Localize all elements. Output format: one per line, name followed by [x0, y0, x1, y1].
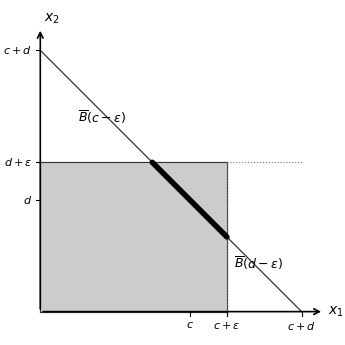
Polygon shape — [40, 162, 227, 312]
Text: $c+d$: $c+d$ — [3, 44, 32, 56]
Text: $c+d$: $c+d$ — [287, 320, 316, 332]
Text: $x_1$: $x_1$ — [328, 304, 344, 319]
Text: $\overline{B}(d - \varepsilon)$: $\overline{B}(d - \varepsilon)$ — [234, 255, 284, 272]
Text: $d$: $d$ — [23, 194, 32, 206]
Text: $c+\varepsilon$: $c+\varepsilon$ — [213, 320, 240, 331]
Text: $c$: $c$ — [186, 320, 194, 330]
Text: $d+\varepsilon$: $d+\varepsilon$ — [4, 156, 32, 168]
Text: $\overline{B}(c - \varepsilon)$: $\overline{B}(c - \varepsilon)$ — [78, 109, 126, 126]
Text: $x_2$: $x_2$ — [44, 12, 60, 26]
